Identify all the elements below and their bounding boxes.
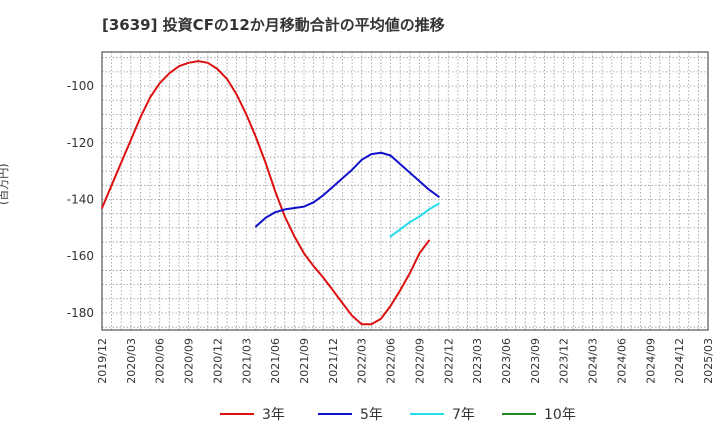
legend-swatch xyxy=(410,413,444,415)
legend-item: 7年 xyxy=(410,402,475,426)
x-tick-label: 2020/12 xyxy=(211,338,224,384)
x-tick-label: 2019/12 xyxy=(96,338,109,384)
x-tick-label: 2021/12 xyxy=(327,338,340,384)
x-tick-label: 2024/03 xyxy=(587,338,600,384)
x-tick-label: 2024/12 xyxy=(673,338,686,384)
plot-frame xyxy=(101,51,709,331)
y-tick-label: -100 xyxy=(67,79,94,93)
legend-swatch xyxy=(318,413,352,415)
plot-background xyxy=(102,52,708,330)
legend-swatch xyxy=(220,413,254,415)
legend-label: 10年 xyxy=(544,407,576,423)
legend-item: 10年 xyxy=(502,402,576,426)
chart-title: [3639] 投資CFの12か月移動合計の平均値の推移 xyxy=(102,16,445,34)
x-tick-label: 2021/09 xyxy=(298,338,311,384)
x-tick-label: 2020/03 xyxy=(125,338,138,384)
y-tick-label: -120 xyxy=(67,136,94,150)
x-tick-label: 2022/12 xyxy=(442,338,455,384)
series-line xyxy=(254,151,440,228)
x-tick-label: 2025/03 xyxy=(702,338,715,384)
x-tick-label: 2021/03 xyxy=(240,338,253,384)
x-tick-label: 2023/09 xyxy=(529,338,542,384)
series-line xyxy=(389,202,440,238)
legend-label: 3年 xyxy=(262,407,285,423)
legend-label: 7年 xyxy=(452,407,475,423)
legend-label: 5年 xyxy=(360,407,383,423)
x-tick-label: 2021/06 xyxy=(269,338,282,384)
x-tick-label: 2024/09 xyxy=(644,338,657,384)
y-tick-label: -160 xyxy=(67,249,94,263)
legend-swatch xyxy=(502,413,536,415)
legend-item: 5年 xyxy=(318,402,383,426)
x-tick-label: 2023/12 xyxy=(558,338,571,384)
x-tick-label: 2023/06 xyxy=(500,338,513,384)
legend-item: 3年 xyxy=(220,402,285,426)
y-tick-label: -180 xyxy=(67,306,94,320)
x-tick-label: 2023/03 xyxy=(471,338,484,384)
y-tick-label: -140 xyxy=(67,193,94,207)
x-tick-label: 2020/09 xyxy=(183,338,196,384)
x-tick-label: 2022/09 xyxy=(413,338,426,384)
x-tick-label: 2020/06 xyxy=(154,338,167,384)
x-tick-label: 2022/03 xyxy=(356,338,369,384)
x-tick-label: 2022/06 xyxy=(385,338,398,384)
legend: 3年 5年 7年 10年 xyxy=(0,402,720,426)
x-tick-label: 2024/06 xyxy=(615,338,628,384)
series-line xyxy=(101,60,430,326)
